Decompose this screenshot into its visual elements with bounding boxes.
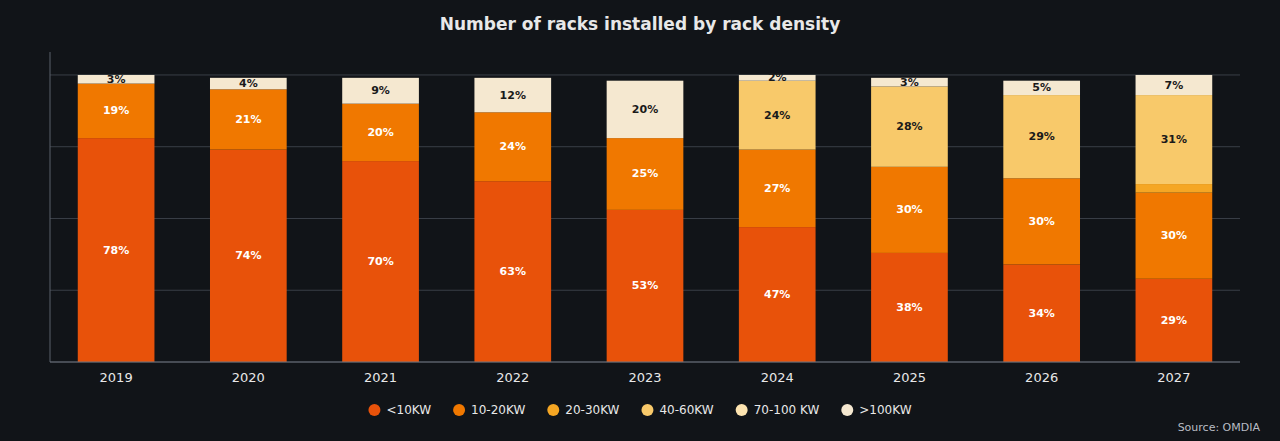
data-label: 19%	[103, 104, 129, 117]
y-axis-line	[50, 52, 51, 362]
data-label: 29%	[1161, 314, 1187, 327]
bar-segment	[1136, 184, 1213, 193]
background	[0, 0, 1280, 441]
data-label: 38%	[896, 301, 922, 314]
legend-label: >100KW	[859, 403, 911, 417]
bar-segment	[1136, 75, 1213, 95]
legend-swatch	[841, 404, 853, 416]
legend-swatch	[547, 404, 559, 416]
bar-segment	[78, 84, 155, 139]
bar-segment	[210, 89, 287, 149]
data-label: 53%	[632, 279, 658, 292]
bar-segment	[1003, 178, 1080, 264]
bar-segment	[607, 138, 684, 210]
bar-segment	[1003, 81, 1080, 95]
data-label: 25%	[632, 167, 658, 180]
bar-segment	[871, 86, 948, 166]
grid-line	[50, 74, 1240, 75]
data-label: 70%	[367, 255, 393, 268]
bar-segment	[1003, 95, 1080, 178]
data-label: 3%	[900, 76, 919, 89]
x-tick-label: 2024	[761, 370, 794, 385]
data-label: 63%	[500, 265, 526, 278]
legend-label: 10-20KW	[471, 403, 525, 417]
data-label: 3%	[107, 73, 126, 86]
bar-segment	[739, 81, 816, 150]
data-label: 4%	[239, 77, 258, 90]
x-tick-label: 2023	[628, 370, 661, 385]
data-label: 30%	[896, 203, 922, 216]
data-label: 29%	[1028, 130, 1054, 143]
bar-segment	[210, 150, 287, 362]
x-tick-label: 2019	[100, 370, 133, 385]
bar-segment	[1136, 279, 1213, 362]
data-label: 24%	[764, 109, 790, 122]
legend-label: 70-100 KW	[754, 403, 820, 417]
x-tick-label: 2021	[364, 370, 397, 385]
bar-segment	[342, 161, 419, 362]
bar-segment	[342, 78, 419, 104]
grid-line	[50, 362, 1240, 363]
bar-segment	[607, 81, 684, 138]
data-label: 31%	[1161, 133, 1187, 146]
data-label: 9%	[371, 84, 390, 97]
data-label: 12%	[500, 89, 526, 102]
legend-label: 40-60KW	[659, 403, 713, 417]
bar-segment	[871, 167, 948, 253]
data-label: 7%	[1165, 79, 1184, 92]
x-tick-label: 2027	[1157, 370, 1190, 385]
legend-swatch	[368, 404, 380, 416]
legend: <10KW 10-20KW 20-30KW 40-60KW 70-100 KW >100K…	[368, 403, 911, 417]
x-tick-label: 2022	[496, 370, 529, 385]
bar-segment	[739, 150, 816, 228]
bar-segment	[78, 138, 155, 362]
annotation: Source: OMDIA	[1178, 421, 1261, 434]
data-label: 34%	[1028, 307, 1054, 320]
data-label: 28%	[896, 120, 922, 133]
bar-segment	[1136, 193, 1213, 279]
bar-segment	[474, 112, 551, 181]
legend-swatch	[453, 404, 465, 416]
data-label: 24%	[500, 140, 526, 153]
x-tick-label: 2025	[893, 370, 926, 385]
data-label: 78%	[103, 244, 129, 257]
bar-segment	[210, 78, 287, 89]
grid	[50, 75, 1240, 362]
bar-segment	[607, 210, 684, 362]
bar-segment	[871, 253, 948, 362]
data-label: 5%	[1032, 81, 1051, 94]
data-label: 2%	[768, 71, 787, 84]
title: Number of racks installed by rack densit…	[440, 14, 841, 34]
x-axis-line	[50, 362, 1240, 363]
chart: Number of racks installed by rack densit…	[0, 0, 1280, 441]
bar-segment	[1003, 264, 1080, 362]
legend-label: 20-30KW	[565, 403, 619, 417]
bar-segment	[1136, 95, 1213, 184]
data-label: 47%	[764, 288, 790, 301]
data-label: 30%	[1161, 229, 1187, 242]
data-label: 20%	[367, 126, 393, 139]
x-tick-label: 2026	[1025, 370, 1058, 385]
bar-segment	[342, 104, 419, 161]
bar-segment	[739, 227, 816, 362]
data-label: 30%	[1028, 215, 1054, 228]
x-tick-label: 2020	[232, 370, 265, 385]
legend-label: <10KW	[386, 403, 431, 417]
data-label: 27%	[764, 182, 790, 195]
bar-segment	[474, 78, 551, 112]
data-label: 21%	[235, 113, 261, 126]
data-labels: 78% 74% 70% 63% 53% 47% 38% 34% 29% 19% 21% 20% 24% 2…	[103, 71, 1187, 327]
legend-swatch	[641, 404, 653, 416]
legend-swatch	[736, 404, 748, 416]
data-label: 20%	[632, 103, 658, 116]
bars	[78, 75, 1212, 362]
data-label: 74%	[235, 249, 261, 262]
bar-segment	[474, 181, 551, 362]
